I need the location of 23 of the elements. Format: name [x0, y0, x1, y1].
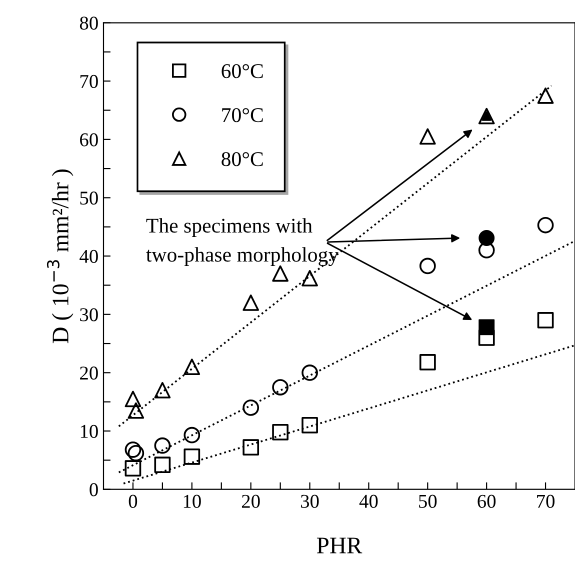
y-tick-label: 10: [80, 424, 98, 438]
annotation: The specimens with two-phase morphology: [146, 218, 339, 266]
x-tick-label: 70: [537, 494, 555, 508]
y-tick-label: 70: [80, 74, 98, 88]
y-tick-label: 40: [80, 250, 98, 263]
x-tick-label: 30: [300, 494, 319, 508]
x-tick-label: 60: [478, 494, 496, 508]
y-tick-label: 30: [80, 308, 98, 322]
legend-label: 80°C: [222, 152, 263, 166]
y-tick-label: 20: [80, 366, 98, 380]
x-tick-label: 10: [184, 494, 201, 508]
x-tick-label: 20: [242, 494, 260, 508]
legend-label: 70°C: [222, 108, 263, 122]
y-tick-label: 50: [80, 192, 98, 205]
x-tick-label: 0: [128, 494, 138, 508]
y-tick-label: 80: [80, 16, 98, 30]
y-tick-label: 0: [90, 483, 98, 496]
y-tick-label: 60: [80, 133, 98, 146]
y-axis-title: D ( 10$^{−3}$ mm²/hr ): [46, 170, 74, 344]
legend-label: 60°C: [222, 64, 263, 78]
x-tick-label: 40: [359, 494, 378, 508]
x-axis-title: PHR: [316, 538, 362, 554]
x-tick-label: 50: [419, 494, 437, 508]
